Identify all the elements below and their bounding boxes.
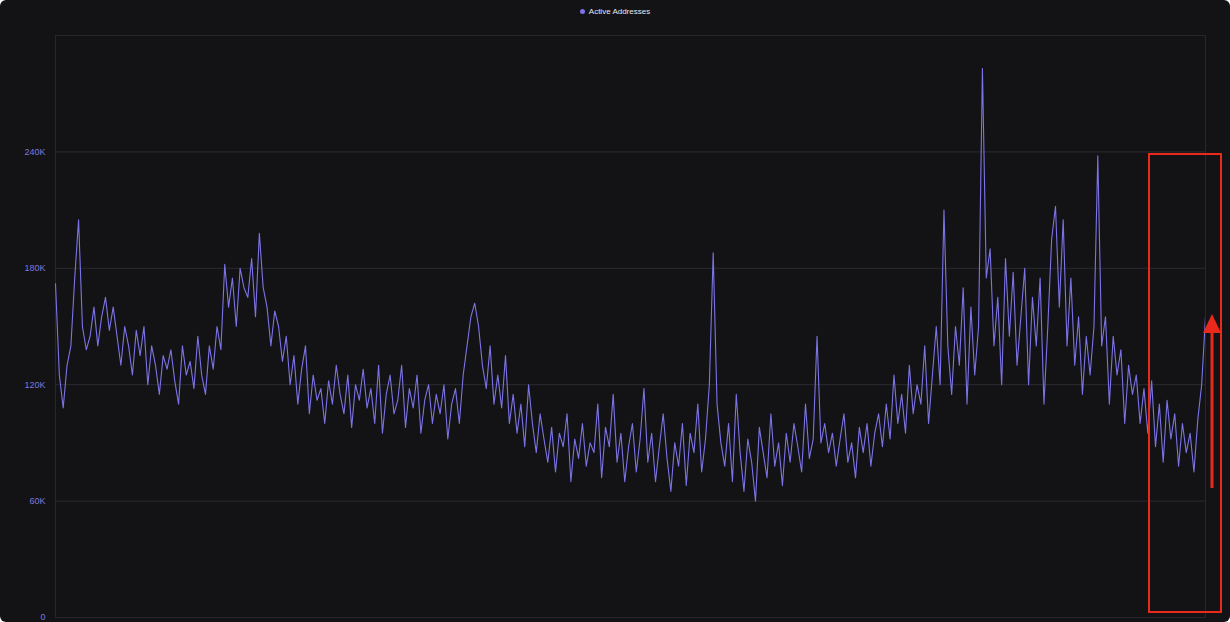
html-text:Active Addresses: Active Addresses <box>588 7 651 16</box>
svg-text:120K: 120K <box>24 380 45 390</box>
svg-text:60K: 60K <box>29 496 45 506</box>
svg-text:180K: 180K <box>24 263 45 273</box>
svg-text:0: 0 <box>40 612 45 622</box>
svg-text:240K: 240K <box>24 147 45 157</box>
